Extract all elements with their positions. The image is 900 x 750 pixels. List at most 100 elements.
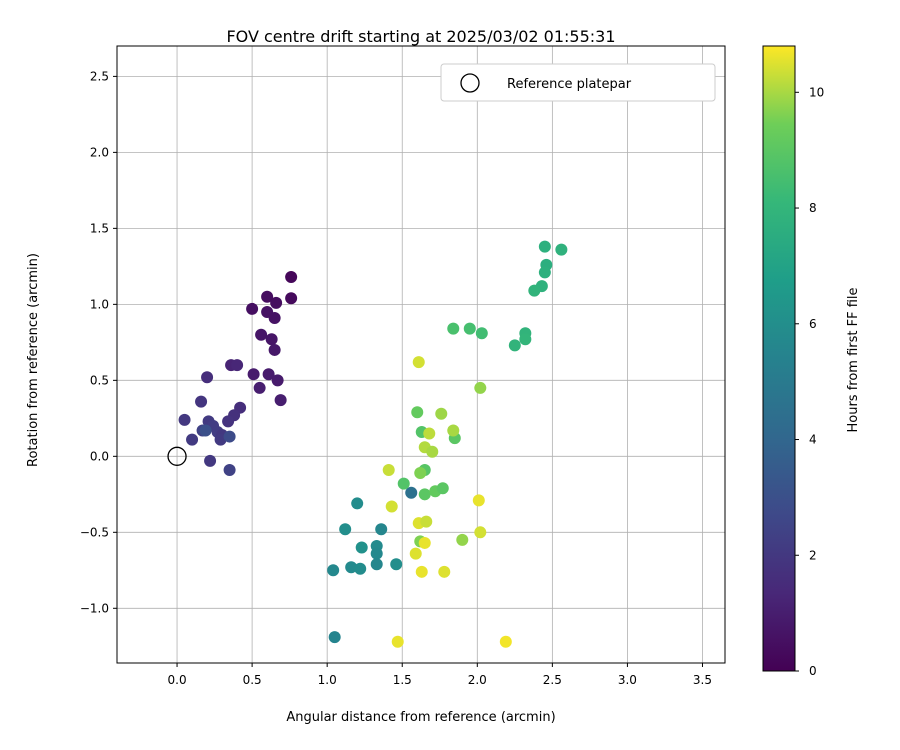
data-point: [474, 526, 487, 539]
data-point: [415, 565, 428, 578]
data-point: [436, 482, 449, 495]
data-point: [472, 494, 485, 507]
data-point: [418, 488, 431, 501]
data-point: [528, 284, 541, 297]
data-points: [178, 240, 568, 648]
x-tick-label: 2.5: [543, 673, 562, 687]
data-point: [285, 292, 298, 305]
data-point: [262, 368, 275, 381]
data-point: [405, 486, 418, 499]
data-point: [268, 312, 281, 325]
data-point: [426, 445, 439, 458]
data-point: [508, 339, 521, 352]
x-tick-label: 1.0: [318, 673, 337, 687]
y-tick-label: −0.5: [80, 525, 109, 539]
y-tick-label: 2.5: [90, 69, 109, 83]
colorbar-tick-label: 10: [809, 85, 824, 99]
data-point: [327, 564, 340, 577]
colorbar-tick-label: 6: [809, 317, 817, 331]
data-point: [447, 322, 460, 335]
data-point: [261, 290, 274, 303]
data-point: [178, 413, 191, 426]
data-point: [186, 433, 199, 446]
x-tick-label: 0.5: [243, 673, 262, 687]
data-point: [345, 561, 358, 574]
data-point: [414, 467, 427, 480]
data-point: [195, 395, 208, 408]
x-tick-label: 1.5: [393, 673, 412, 687]
data-point: [270, 296, 283, 309]
data-point: [447, 424, 460, 437]
colorbar-tick-label: 0: [809, 664, 817, 678]
data-point: [199, 424, 212, 437]
data-point: [247, 368, 260, 381]
y-tick-label: 0.5: [90, 373, 109, 387]
data-point: [412, 356, 425, 369]
x-tick-label: 0.0: [168, 673, 187, 687]
data-point: [265, 333, 278, 346]
data-point: [418, 536, 431, 549]
y-axis-ticks: −1.0 −0.5 0.0 0.5 1.0 1.5 2.0 2.5: [80, 69, 117, 615]
colorbar-tick-label: 4: [809, 433, 817, 447]
x-axis-ticks: 0.0 0.5 1.0 1.5 2.0 2.5 3.0 3.5: [168, 663, 712, 687]
colorbar-tick-label: 8: [809, 201, 817, 215]
data-point: [222, 415, 235, 428]
legend-entry-label: Reference platepar: [507, 77, 632, 92]
data-point: [538, 266, 551, 279]
data-point: [253, 381, 266, 394]
data-point: [271, 374, 284, 387]
x-tick-label: 2.0: [468, 673, 487, 687]
data-point: [268, 343, 281, 356]
data-point: [435, 407, 448, 420]
data-point: [370, 558, 383, 571]
colorbar: 0 2 4 6 8 10 Hours from first FF file: [762, 45, 861, 678]
data-point: [370, 547, 383, 560]
data-point: [385, 500, 398, 513]
data-point: [456, 533, 469, 546]
data-point: [351, 497, 364, 510]
data-point: [201, 371, 214, 384]
x-tick-label: 3.5: [693, 673, 712, 687]
plot-frame: [116, 45, 726, 664]
y-tick-label: 2.0: [90, 145, 109, 159]
data-point: [463, 322, 476, 335]
data-point: [354, 562, 367, 575]
data-point: [555, 243, 568, 256]
data-point: [328, 631, 341, 644]
data-point: [397, 477, 410, 490]
legend-open-circle-icon: [460, 73, 480, 93]
data-point: [231, 359, 244, 372]
y-tick-label: 0.0: [90, 449, 109, 463]
data-point: [411, 406, 424, 419]
data-point: [438, 565, 451, 578]
data-point: [420, 515, 433, 528]
data-point: [355, 541, 368, 554]
data-point: [204, 454, 217, 467]
y-tick-label: 1.5: [90, 221, 109, 235]
x-axis-label: Angular distance from reference (arcmin): [286, 710, 555, 725]
y-tick-label: −1.0: [80, 601, 109, 615]
data-point: [538, 240, 551, 253]
chart-title: FOV centre drift starting at 2025/03/02 …: [226, 27, 615, 46]
data-point: [246, 302, 259, 315]
reference-platepar-marker: [167, 446, 187, 466]
data-point: [274, 394, 287, 407]
data-point: [223, 463, 236, 476]
data-point: [499, 635, 512, 648]
data-point: [519, 333, 532, 346]
data-point: [474, 381, 487, 394]
legend: Reference platepar: [440, 63, 716, 102]
colorbar-gradient: [762, 45, 796, 672]
x-tick-label: 3.0: [618, 673, 637, 687]
data-point: [475, 327, 488, 340]
colorbar-ticks: 0 2 4 6 8 10: [795, 85, 824, 678]
data-point: [391, 635, 404, 648]
data-point: [214, 433, 227, 446]
data-point: [409, 547, 422, 560]
data-point: [285, 270, 298, 283]
grid-lines: [117, 46, 725, 663]
data-point: [382, 463, 395, 476]
data-point: [375, 523, 388, 536]
y-axis-label: Rotation from reference (arcmin): [26, 253, 41, 467]
